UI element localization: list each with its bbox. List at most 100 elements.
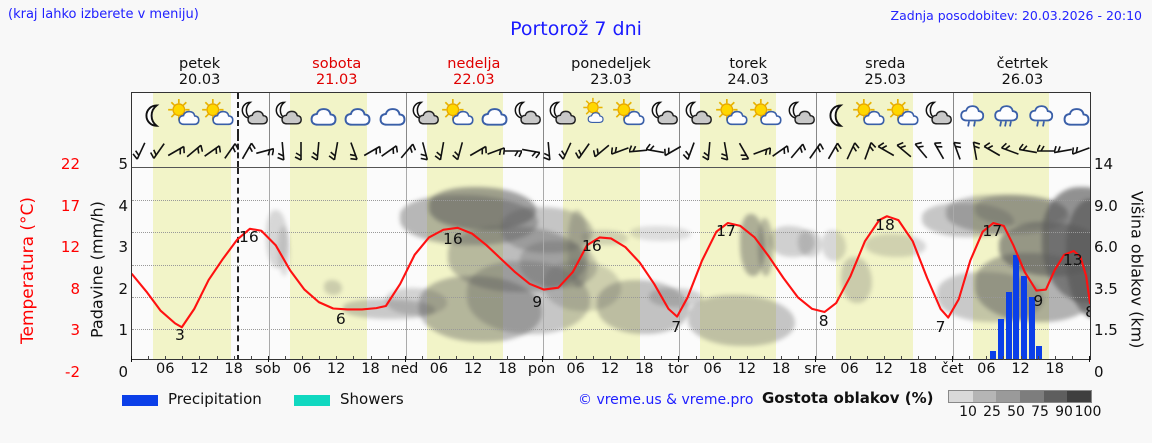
temp-tick-4: 3 (70, 321, 80, 340)
x-tick (610, 356, 611, 360)
x-label-13: 12 (600, 361, 620, 377)
x-tick (284, 356, 286, 360)
wind-barb (398, 139, 416, 163)
cloud-tick-3: 3.5 (1094, 279, 1118, 298)
wind-barb (540, 139, 558, 163)
wind-barb (842, 139, 860, 163)
temp-tick-2: 12 (60, 238, 80, 257)
day-header-4: torek 24.03 (680, 56, 817, 90)
temperature-label-6: 7 (671, 317, 682, 336)
day-date: 25.03 (864, 72, 907, 88)
x-tick (148, 356, 150, 360)
precipitation-bar-2 (1005, 291, 1012, 359)
copyright-label[interactable]: © vreme.us & vreme.pro (578, 392, 754, 408)
x-tick (438, 356, 440, 360)
forecast-plot[interactable]: 3 16 6 16 9 16 7 17 8 18 7 17 9 13 8 (131, 92, 1091, 360)
temperature-label-2: 6 (335, 309, 346, 328)
x-tick (592, 356, 594, 360)
x-tick (421, 356, 423, 360)
x-label-19: sre (804, 361, 827, 377)
prec-tick-1: 4 (118, 196, 128, 215)
wind-barb (948, 139, 966, 163)
cloud-blob-16 (630, 225, 692, 242)
cloud-blob-3 (342, 299, 435, 319)
day-name: torek (729, 56, 767, 72)
x-tick (627, 356, 629, 360)
x-tick (695, 356, 697, 360)
sun-cloud-icon (440, 96, 474, 134)
precipitation-bar-0 (990, 351, 997, 359)
x-tick (507, 356, 509, 360)
moon-cloud-icon (679, 96, 713, 134)
moon-icon (132, 96, 166, 134)
wind-barb (1001, 139, 1019, 163)
prec-tick-3: 2 (118, 279, 128, 298)
x-label-1: 12 (190, 361, 209, 377)
precipitation-bar-3 (1013, 254, 1020, 359)
day-header-1: sobota 21.03 (268, 56, 405, 90)
v-gridline-3 (542, 168, 544, 359)
wind-barb (682, 139, 700, 163)
day-date: 21.03 (315, 72, 358, 88)
cloud-height-axis-ticks: 14 9.0 6.0 3.5 1.5 0 (1094, 155, 1134, 383)
daylight-band-0 (153, 135, 231, 167)
x-tick (404, 356, 406, 362)
wind-barb (664, 139, 682, 163)
temperature-curve (132, 168, 1090, 360)
x-tick (781, 356, 783, 360)
temperature-polyline (132, 216, 1090, 327)
x-tick (798, 356, 800, 360)
cloud-density-legend-title: Gostota oblakov (%) (762, 389, 934, 407)
x-tick (524, 356, 526, 360)
day-header-3: ponedeljek 23.03 (542, 56, 679, 90)
cloud-rain-sm-icon (953, 96, 987, 134)
x-label-15: tor (668, 361, 689, 377)
chart-band: 3 16 6 16 9 16 7 17 8 18 7 17 9 13 8 (132, 167, 1090, 360)
wind-barb (504, 139, 523, 163)
x-tick (250, 356, 252, 360)
cloud-blue-icon (372, 96, 406, 134)
wind-barb (221, 139, 239, 163)
wind-barb (735, 139, 753, 163)
wind-barb (345, 139, 363, 163)
x-tick (644, 356, 646, 360)
day-separator-4 (679, 93, 681, 135)
x-tick (575, 356, 577, 360)
v-gridline-6 (953, 168, 955, 359)
cloud-blob-12 (543, 260, 621, 311)
cloud-blob-21 (769, 225, 816, 257)
showers-swatch (294, 395, 330, 406)
temperature-label-9: 18 (875, 216, 895, 235)
cloud-blob-33 (1066, 198, 1090, 319)
x-label-6: 18 (361, 361, 380, 377)
x-tick (849, 356, 851, 360)
day-name: četrtek (996, 56, 1049, 72)
wind-barb (1054, 139, 1073, 163)
day-separator-6 (953, 93, 955, 135)
showers-legend-label: Showers (340, 390, 404, 408)
wind-barb (558, 139, 576, 163)
day-date: 23.03 (590, 72, 632, 88)
daylight-band-0 (153, 168, 231, 359)
cloud-blob-14 (596, 279, 689, 334)
now-line-2 (237, 168, 240, 359)
temp-tick-5: -2 (65, 363, 80, 381)
cloud-density-colorbar-ticks: 10 25 50 75 90 100 (940, 404, 1101, 422)
x-label-2: 18 (224, 361, 243, 377)
cloud-blob-13 (567, 210, 590, 288)
daylight-band-5 (836, 135, 913, 167)
sun-cloud-icon (166, 96, 200, 134)
cloud-tick-label-0: 10 (959, 404, 977, 420)
daylight-band-1 (290, 168, 367, 359)
wind-barb (983, 139, 1001, 163)
sun-cloud-icon (714, 96, 748, 134)
moon-cloud-icon (406, 96, 440, 134)
temperature-label-13: 13 (1062, 250, 1083, 269)
temperature-label-1: 16 (239, 227, 259, 246)
temp-tick-1: 17 (60, 196, 80, 215)
day-date: 20.03 (178, 72, 221, 88)
x-tick (182, 356, 184, 360)
precipitation-bar-4 (1020, 276, 1027, 359)
x-label-21: 12 (874, 361, 893, 377)
wind-barb (167, 139, 186, 163)
